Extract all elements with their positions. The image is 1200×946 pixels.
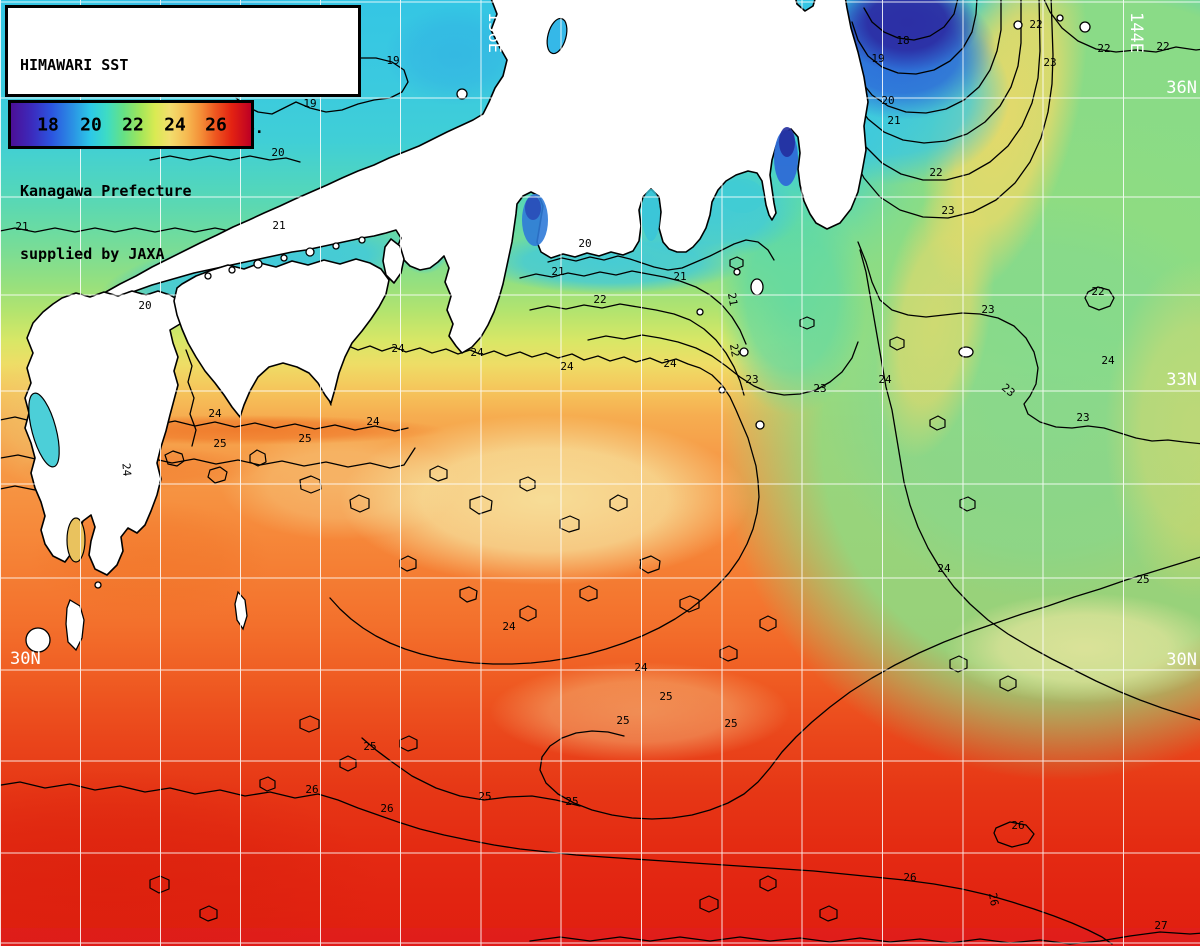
- svg-text:25: 25: [724, 717, 737, 730]
- svg-text:22: 22: [727, 343, 742, 358]
- svg-text:20: 20: [881, 94, 894, 107]
- svg-text:33N: 33N: [1166, 370, 1197, 390]
- svg-text:21: 21: [272, 219, 285, 232]
- svg-text:36N: 36N: [1166, 78, 1197, 98]
- svg-text:23: 23: [745, 373, 758, 386]
- svg-text:25: 25: [213, 437, 226, 450]
- svg-text:26: 26: [380, 802, 393, 815]
- svg-text:22: 22: [1097, 42, 1110, 55]
- island-yakushima: [25, 627, 51, 653]
- svg-text:23: 23: [941, 204, 954, 217]
- colorbar-tick-24: 24: [164, 114, 186, 135]
- svg-text:24: 24: [502, 620, 516, 633]
- svg-text:23: 23: [1043, 56, 1056, 69]
- svg-text:23: 23: [981, 303, 994, 316]
- svg-text:25: 25: [1136, 573, 1149, 586]
- svg-text:20: 20: [138, 299, 151, 312]
- svg-text:26: 26: [986, 892, 1001, 907]
- svg-text:27: 27: [1154, 919, 1167, 932]
- svg-text:25: 25: [478, 790, 491, 803]
- svg-text:24: 24: [1101, 354, 1115, 367]
- land-masses: [24, 0, 1091, 653]
- land-shikoku: [173, 258, 390, 418]
- svg-text:21: 21: [673, 270, 686, 283]
- colorbar-tick-20: 20: [80, 114, 102, 135]
- svg-text:19: 19: [386, 54, 399, 67]
- svg-text:24: 24: [470, 346, 484, 359]
- svg-text:144E: 144E: [1126, 12, 1146, 53]
- island-tanegashima: [65, 599, 85, 652]
- title-line-product: HIMAWARI SST: [20, 56, 129, 74]
- svg-text:20: 20: [578, 237, 591, 250]
- svg-text:22: 22: [1156, 40, 1169, 53]
- svg-text:22: 22: [929, 166, 942, 179]
- svg-text:21: 21: [887, 114, 900, 127]
- colorbar-tick-22: 22: [122, 114, 144, 135]
- svg-text:25: 25: [616, 714, 629, 727]
- kagoshima-bay: [66, 517, 86, 563]
- contour-value-labels: 19 19 20 21 21 20 20 21 21 21 22 22 23 23 18 19 20 21 22 23…: [15, 18, 1169, 932]
- title-line-region: Kanagawa Prefecture: [20, 182, 192, 200]
- suruga-bay-water: [642, 189, 660, 241]
- svg-text:18: 18: [896, 34, 909, 47]
- svg-text:22: 22: [593, 293, 606, 306]
- svg-text:24: 24: [391, 342, 405, 355]
- land-awaji: [382, 238, 405, 284]
- svg-text:24: 24: [663, 357, 677, 370]
- colorbar-tick-18: 18: [37, 114, 59, 135]
- svg-text:24: 24: [937, 562, 951, 575]
- graticule-labels: 136E 144E 36N 33N 30N 30N: [10, 12, 1197, 670]
- svg-text:23: 23: [1076, 411, 1089, 424]
- title-line-source: supplied by JAXA: [20, 245, 165, 263]
- svg-text:26: 26: [903, 871, 916, 884]
- svg-text:30N: 30N: [1166, 650, 1197, 670]
- svg-text:30N: 30N: [10, 649, 41, 669]
- svg-text:25: 25: [298, 432, 311, 445]
- title-box: HIMAWARI SST ~2025/11/09(UTC) Week Comp.…: [5, 5, 361, 263]
- svg-text:136E: 136E: [484, 12, 504, 53]
- svg-text:24: 24: [366, 415, 380, 428]
- svg-text:21: 21: [725, 292, 740, 307]
- temperature-colorbar: 18 20 22 24 26: [8, 100, 254, 149]
- svg-text:24: 24: [634, 661, 648, 674]
- colorbar-tick-26: 26: [205, 114, 227, 135]
- svg-text:24: 24: [208, 407, 222, 420]
- svg-text:25: 25: [659, 690, 672, 703]
- sagami-bay-water: [720, 179, 764, 213]
- svg-text:22: 22: [1029, 18, 1042, 31]
- svg-text:23: 23: [813, 382, 826, 395]
- contour-speckles: [149, 256, 1017, 922]
- svg-text:24: 24: [560, 360, 574, 373]
- svg-text:25: 25: [363, 740, 376, 753]
- svg-text:26: 26: [1011, 819, 1024, 832]
- svg-text:21: 21: [15, 220, 28, 233]
- svg-text:19: 19: [303, 97, 316, 110]
- svg-text:19: 19: [871, 52, 884, 65]
- svg-text:22: 22: [1091, 285, 1104, 298]
- svg-text:24: 24: [878, 373, 892, 386]
- svg-text:25: 25: [565, 795, 578, 808]
- svg-text:24: 24: [119, 463, 133, 478]
- svg-text:20: 20: [271, 146, 284, 159]
- svg-text:26: 26: [305, 783, 318, 796]
- lake-biwa: [546, 17, 568, 55]
- ariake-sea: [28, 392, 60, 468]
- svg-text:21: 21: [551, 265, 564, 278]
- island-oshima: [750, 278, 764, 296]
